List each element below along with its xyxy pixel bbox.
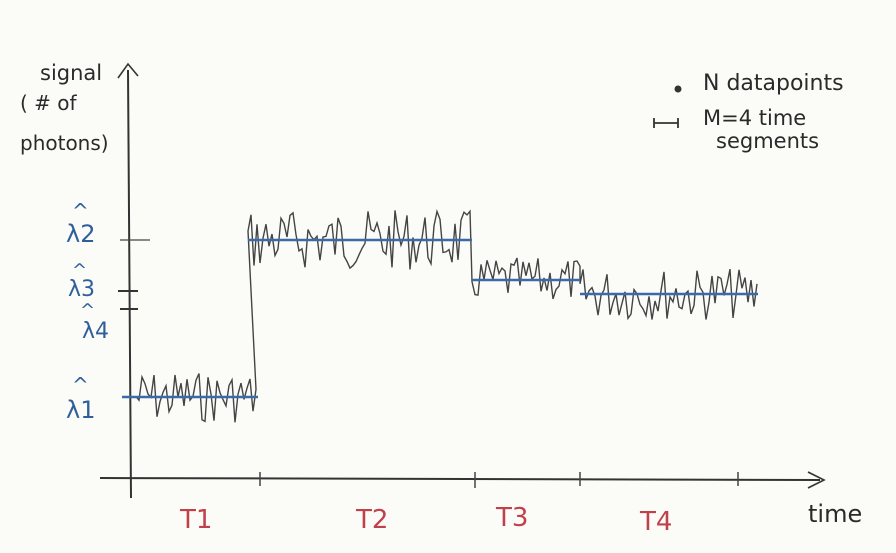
hat-icon: ^ [72,199,89,223]
hat-icon: ^ [80,300,95,321]
fitted-levels [122,238,758,399]
y-axis-label-line2: ( # of [20,91,78,115]
level-label-lambda1: λ1 [66,396,95,424]
segment-bar-icon [653,118,679,128]
segment-labels: T1 T2 T3 T4 [179,503,672,537]
legend-segments-line1: M=4 time [703,106,806,130]
y-axis-label-line1: signal [40,61,102,85]
level-label-lambda3: λ3 [68,277,95,302]
legend: N datapoints M=4 time segments [653,71,844,153]
signal-trace [135,209,758,423]
y-axis-arrow-icon [117,62,139,79]
segment-label-t4: T4 [639,507,672,537]
segment-boundary-ticks [259,472,739,488]
segment-label-t2: T2 [355,505,388,535]
x-axis-arrow-icon [807,471,826,489]
legend-segments-line2: segments [716,129,819,153]
y-axis [127,69,132,499]
x-axis [99,477,821,481]
y-axis-label-line3: photons) [20,131,109,155]
hat-icon: ^ [72,373,89,397]
datapoint-dot-icon [674,85,682,93]
x-axis-label: time [808,500,862,528]
hat-icon: ^ [72,260,87,281]
segment-label-t3: T3 [495,503,528,533]
legend-points-label: N datapoints [703,71,844,96]
level-label-lambda2: λ2 [66,220,95,248]
segment-label-t1: T1 [179,505,212,535]
axes [99,62,826,499]
level-labels: λ2 ^ λ3 ^ λ4 ^ λ1 ^ [66,199,109,424]
level-label-lambda4: λ4 [82,319,109,344]
